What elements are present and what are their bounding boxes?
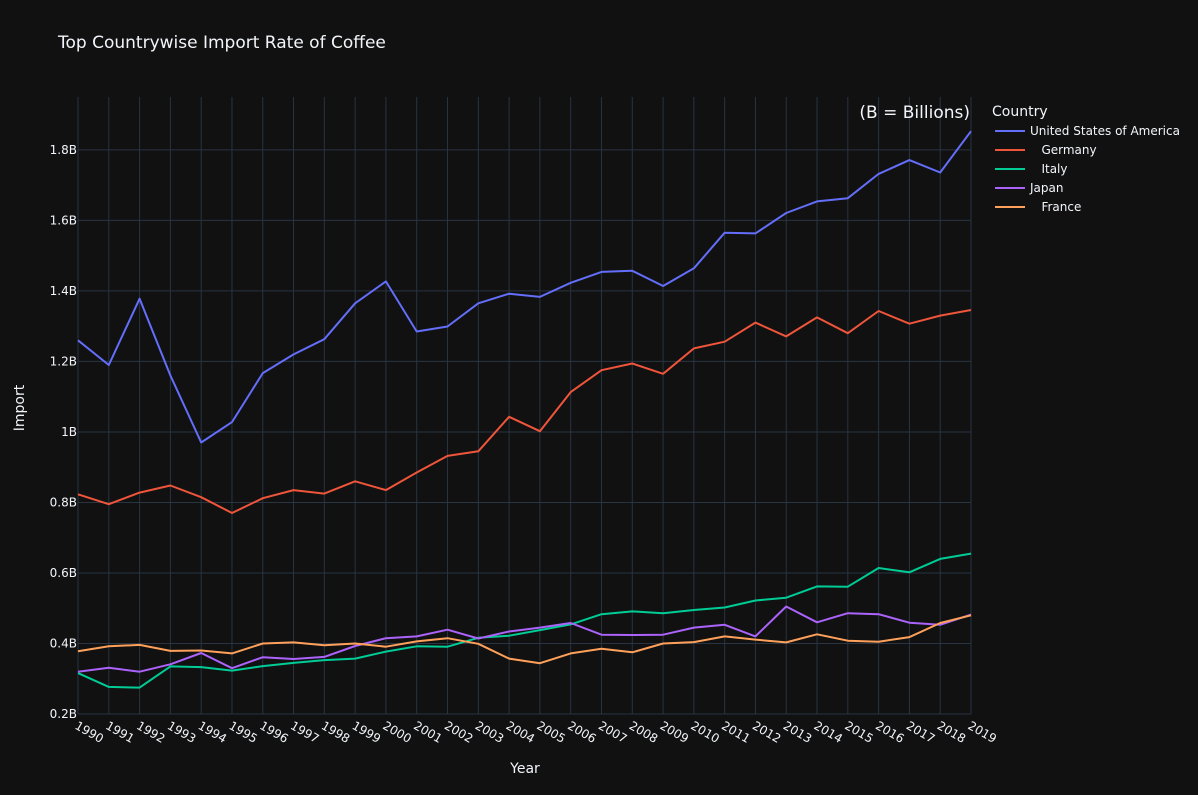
units-annotation: (B = Billions)	[859, 103, 970, 123]
legend-item[interactable]: France	[995, 200, 1081, 214]
series-line	[77, 552, 972, 689]
y-tick-label: 1B	[61, 425, 77, 439]
x-axis-label: Year	[509, 761, 540, 777]
y-tick-label: 0.6B	[50, 566, 77, 580]
legend-title: Country	[992, 104, 1048, 120]
series-line	[77, 309, 972, 514]
legend-item[interactable]: Italy	[995, 162, 1067, 176]
legend-label: Germany	[1030, 143, 1097, 157]
y-tick-label: 1.4B	[50, 284, 77, 298]
legend[interactable]: Country United States of America Germany…	[992, 104, 1180, 214]
series-layer	[77, 130, 972, 689]
y-tick-label: 1.8B	[50, 143, 77, 157]
legend-item[interactable]: United States of America	[995, 124, 1180, 138]
legend-label: Italy	[1030, 162, 1067, 176]
series-line	[77, 130, 972, 444]
y-tick-labels: 0.2B 0.4B 0.6B 0.8B 1B 1.2B 1.4B 1.6B 1.8B	[50, 143, 77, 721]
legend-item[interactable]: Japan	[995, 181, 1063, 195]
y-tick-label: 1.2B	[50, 354, 77, 368]
legend-label: Japan	[1029, 181, 1063, 195]
chart-title: Top Countrywise Import Rate of Coffee	[57, 33, 386, 53]
grid-layer	[77, 97, 972, 715]
y-axis-label: Import	[12, 384, 28, 431]
series-line	[77, 614, 972, 665]
legend-label: United States of America	[1030, 124, 1180, 138]
legend-item[interactable]: Germany	[995, 143, 1097, 157]
y-tick-label: 1.6B	[50, 213, 77, 227]
y-tick-label: 0.2B	[50, 707, 77, 721]
y-tick-label: 0.8B	[50, 495, 77, 509]
y-tick-label: 0.4B	[50, 636, 77, 650]
series-line	[77, 605, 972, 673]
legend-label: France	[1030, 200, 1081, 214]
